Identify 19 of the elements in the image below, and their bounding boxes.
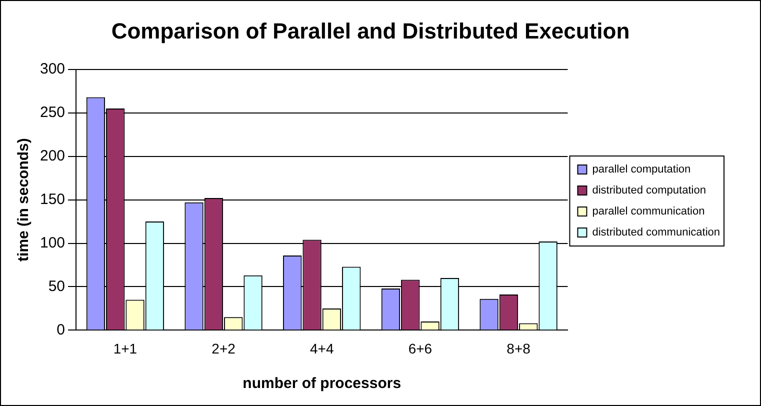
y-tick-label: 250	[40, 104, 66, 122]
x-tick-label: 2+2	[212, 340, 236, 356]
x-tick-label: 1+1	[113, 340, 138, 356]
y-tick-label: 200	[40, 147, 66, 164]
y-tick-label: 0	[56, 321, 66, 338]
chart-title: Comparison of Parallel and Distributed Execution	[111, 18, 630, 44]
y-tick-label: 100	[40, 234, 66, 252]
legend-label: parallel computation	[592, 164, 691, 176]
legend-label: distributed communication	[592, 226, 720, 239]
legend-label: parallel communication	[592, 206, 705, 218]
x-tick-label: 8+8	[506, 340, 531, 356]
legend-label: distributed computation	[592, 184, 706, 197]
y-tick-label: 150	[40, 190, 66, 208]
x-tick-label: 6+6	[408, 340, 432, 356]
x-tick-label: 4+4	[310, 340, 334, 356]
y-tick-label: 300	[40, 60, 66, 78]
x-axis-title: number of processors	[242, 375, 402, 392]
y-axis-title: time (in seconds)	[15, 138, 32, 262]
y-tick-label: 50	[48, 278, 66, 295]
